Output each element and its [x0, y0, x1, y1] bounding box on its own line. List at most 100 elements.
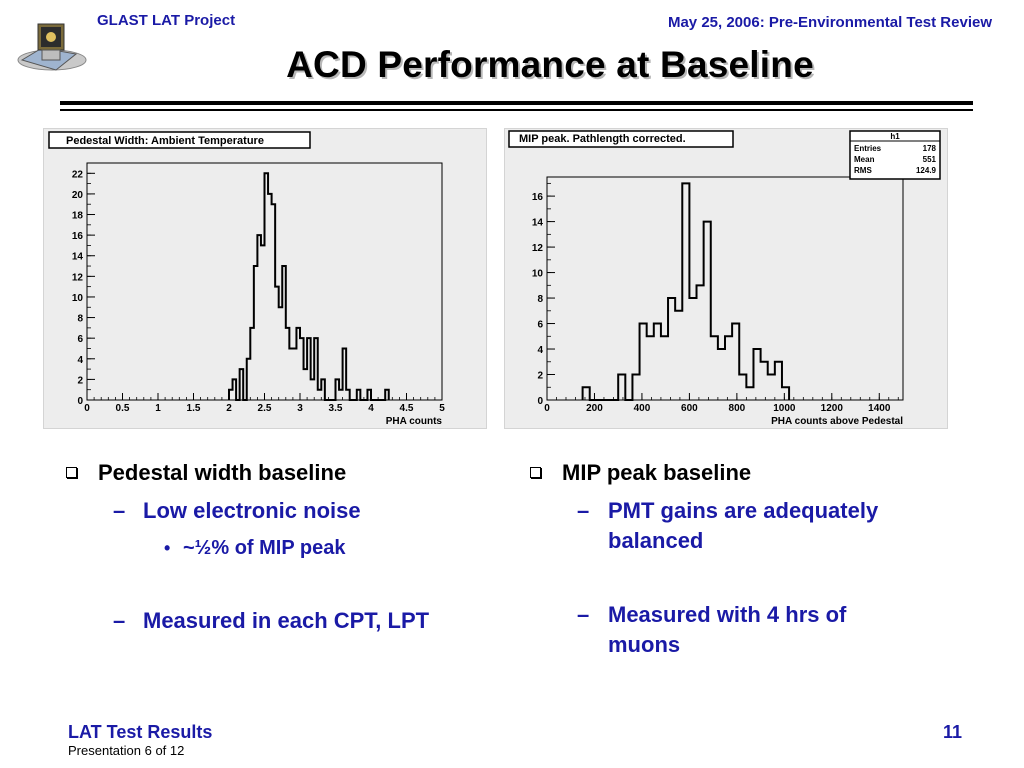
- y-tick-label: 4: [77, 355, 83, 366]
- y-tick-label: 6: [77, 334, 83, 345]
- histogram-outline: [228, 172, 390, 401]
- x-tick-label: 400: [634, 403, 651, 414]
- x-tick-label: 600: [681, 403, 698, 414]
- bullet-heading-pedestal: Pedestal width baseline: [98, 460, 347, 485]
- histogram-bin: [682, 183, 689, 400]
- y-tick-label: 20: [72, 190, 84, 201]
- histogram-bin: [739, 375, 746, 400]
- footer-subtitle: Presentation 6 of 12: [68, 743, 185, 758]
- dash-icon: –: [577, 498, 590, 523]
- x-tick-label: 200: [586, 403, 603, 414]
- stats-name: h1: [890, 132, 900, 141]
- histogram-bin: [718, 349, 725, 400]
- histogram-bin: [732, 324, 739, 400]
- bullet-heading-mip: MIP peak baseline: [562, 460, 752, 485]
- histogram-bin: [632, 375, 639, 400]
- x-axis-label: PHA counts: [386, 416, 443, 427]
- x-tick-label: 1000: [773, 403, 796, 414]
- bullet-measured-muons-line1: Measured with 4 hrs of: [608, 602, 847, 627]
- mip-peak-plot: MIP peak. Pathlength corrected. 0 200 400 6…: [504, 128, 948, 429]
- y-tick-label: 14: [532, 218, 544, 229]
- x-tick-label: 3: [297, 403, 303, 414]
- stats-value-entries: 178: [923, 144, 937, 153]
- glast-logo: [17, 23, 87, 71]
- y-tick-label: 4: [537, 345, 543, 356]
- plot-frame: [546, 176, 904, 401]
- chart-title: MIP peak. Pathlength corrected.: [519, 133, 686, 145]
- histogram-bin: [311, 379, 315, 400]
- histogram-bin: [279, 307, 283, 400]
- x-tick-label: 1: [155, 403, 161, 414]
- y-tick-label: 6: [537, 320, 543, 331]
- x-tick-label: 1200: [821, 403, 844, 414]
- dash-icon: –: [113, 498, 126, 523]
- y-tick-label: 0: [537, 396, 543, 407]
- y-tick-label: 14: [72, 252, 84, 263]
- y-tick-label: 0: [77, 396, 83, 407]
- histogram-outline: [581, 182, 791, 401]
- bullet-pmt-gains-line1: PMT gains are adequately: [608, 498, 879, 523]
- histogram-bin: [304, 369, 308, 400]
- histogram-bin: [689, 298, 696, 400]
- x-tick-label: 2: [226, 403, 232, 414]
- histogram-bin: [261, 245, 265, 400]
- pedestal-width-chart: Pedestal Width: Ambient Temperature 0 0.5…: [48, 131, 445, 427]
- x-tick-label: 0: [544, 403, 550, 414]
- x-tick-label: 2.5: [258, 403, 272, 414]
- y-tick-label: 18: [72, 211, 84, 222]
- y-tick-label: 8: [537, 294, 543, 305]
- y-tick-label: 2: [77, 375, 83, 386]
- histogram-bin: [268, 194, 272, 400]
- mip-peak-chart: MIP peak. Pathlength corrected. 0 200 400 6…: [508, 130, 941, 427]
- presentation-date: May 25, 2006: Pre-Environmental Test Rev…: [667, 14, 992, 31]
- stats-label-entries: Entries: [854, 144, 882, 153]
- chart-title-box: [508, 130, 734, 148]
- y-tick-label: 10: [532, 269, 544, 280]
- y-tick-label: 16: [532, 192, 544, 203]
- histogram-bin: [775, 362, 782, 400]
- stats-box: h1 Entries 178 Mean 551 RMS 124.9: [849, 130, 941, 180]
- histogram-bin: [654, 324, 661, 400]
- histogram-bin: [675, 311, 682, 400]
- histogram-bin: [583, 387, 590, 400]
- y-tick-label: 10: [72, 293, 84, 304]
- histogram-bin: [761, 362, 768, 400]
- histogram-bin: [647, 336, 654, 400]
- x-tick-label: 1400: [868, 403, 891, 414]
- stats-label-mean: Mean: [854, 155, 875, 164]
- chart-title-box: [48, 131, 311, 149]
- histogram-bin: [289, 348, 293, 400]
- footer-title: LAT Test Results: [68, 722, 213, 742]
- y-tick-label: 2: [537, 371, 543, 382]
- bullet-low-noise: Low electronic noise: [143, 498, 361, 523]
- histogram-bin: [293, 348, 297, 400]
- histogram-bin: [746, 387, 753, 400]
- x-axis-label: PHA counts above Pedestal: [771, 416, 903, 427]
- dash-icon: –: [113, 608, 126, 633]
- dash-icon: –: [577, 602, 590, 627]
- chart-title: Pedestal Width: Ambient Temperature: [66, 135, 264, 147]
- bullet-measured-muons-line2: muons: [608, 632, 681, 657]
- bullet-measured-cpt: Measured in each CPT, LPT: [143, 608, 430, 633]
- histogram-bin: [318, 390, 322, 400]
- histogram-bin: [640, 324, 647, 400]
- histogram-bin: [725, 336, 732, 400]
- x-tick-label: 5: [439, 403, 445, 414]
- y-tick-label: 16: [72, 231, 84, 242]
- histogram-bin: [339, 390, 343, 400]
- histogram-bin: [618, 375, 625, 400]
- title-rule-thick: [60, 101, 973, 105]
- title-rule-thin: [60, 109, 973, 111]
- histogram-bin: [661, 336, 668, 400]
- histogram-bin: [753, 349, 760, 400]
- x-tick-label: 0.5: [116, 403, 130, 414]
- y-tick-label: 8: [77, 314, 83, 325]
- stats-label-rms: RMS: [854, 166, 872, 175]
- page-number: 11: [942, 722, 962, 742]
- dot-icon: •: [164, 538, 171, 558]
- histogram-bin: [782, 387, 789, 400]
- y-tick-label: 22: [72, 169, 84, 180]
- stats-value-mean: 551: [923, 155, 937, 164]
- bullet-square-icon: [66, 467, 77, 478]
- x-tick-label: 3.5: [329, 403, 343, 414]
